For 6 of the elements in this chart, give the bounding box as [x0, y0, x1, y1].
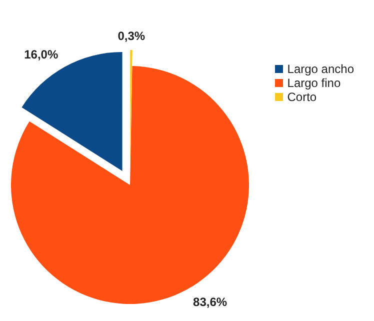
legend-label: Largo fino [287, 76, 341, 90]
legend-label: Corto [287, 90, 317, 104]
legend-label: Largo ancho [287, 62, 354, 76]
data-label: 16,0% [24, 47, 58, 62]
data-label: 83,6% [193, 295, 228, 310]
data-label: 0,3% [118, 29, 146, 44]
